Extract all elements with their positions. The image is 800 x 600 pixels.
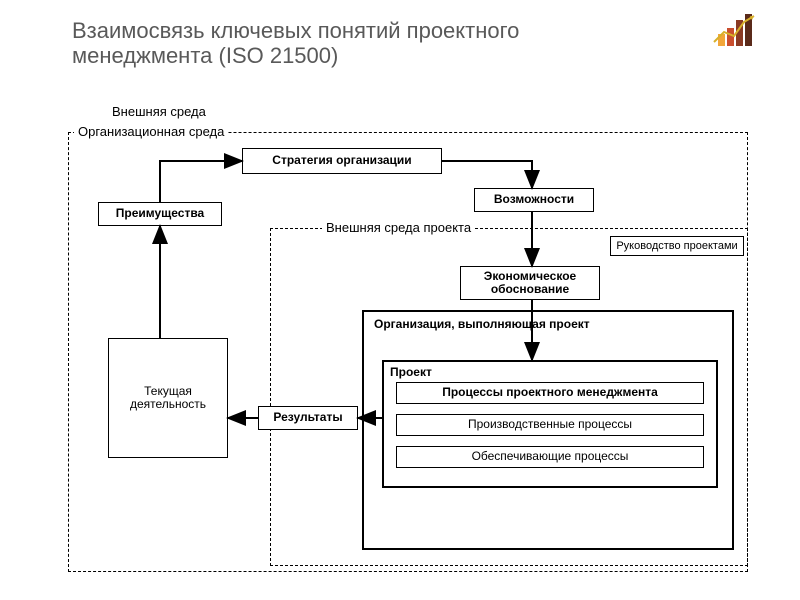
iso-21500-diagram: Внешняя среда Организационная среда Внеш… — [62, 110, 762, 580]
strategy-node: Стратегия организации — [242, 148, 442, 174]
supporting-processes-node: Обеспечивающие процессы — [396, 446, 704, 468]
current-activity-node: Текущая деятельность — [108, 338, 228, 458]
bar-chart-logo-icon — [712, 10, 760, 50]
results-node: Результаты — [258, 406, 358, 430]
project-env-label: Внешняя среда проекта — [322, 220, 475, 235]
org-executing-label: Организация, выполняющая проект — [372, 318, 724, 331]
pm-processes-node: Процессы проектного менеджмента — [396, 382, 704, 404]
guide-node: Руководство проектами — [610, 236, 744, 256]
slide-title: Взаимосвязь ключевых понятий проектного … — [72, 18, 612, 69]
advantages-node: Преимущества — [98, 202, 222, 226]
external-env-label: Внешняя среда — [108, 104, 210, 119]
production-processes-node: Производственные процессы — [396, 414, 704, 436]
econ-node: Экономическое обоснование — [460, 266, 600, 300]
org-env-label: Организационная среда — [74, 124, 228, 139]
project-label: Проект — [390, 366, 710, 379]
opportunities-node: Возможности — [474, 188, 594, 212]
